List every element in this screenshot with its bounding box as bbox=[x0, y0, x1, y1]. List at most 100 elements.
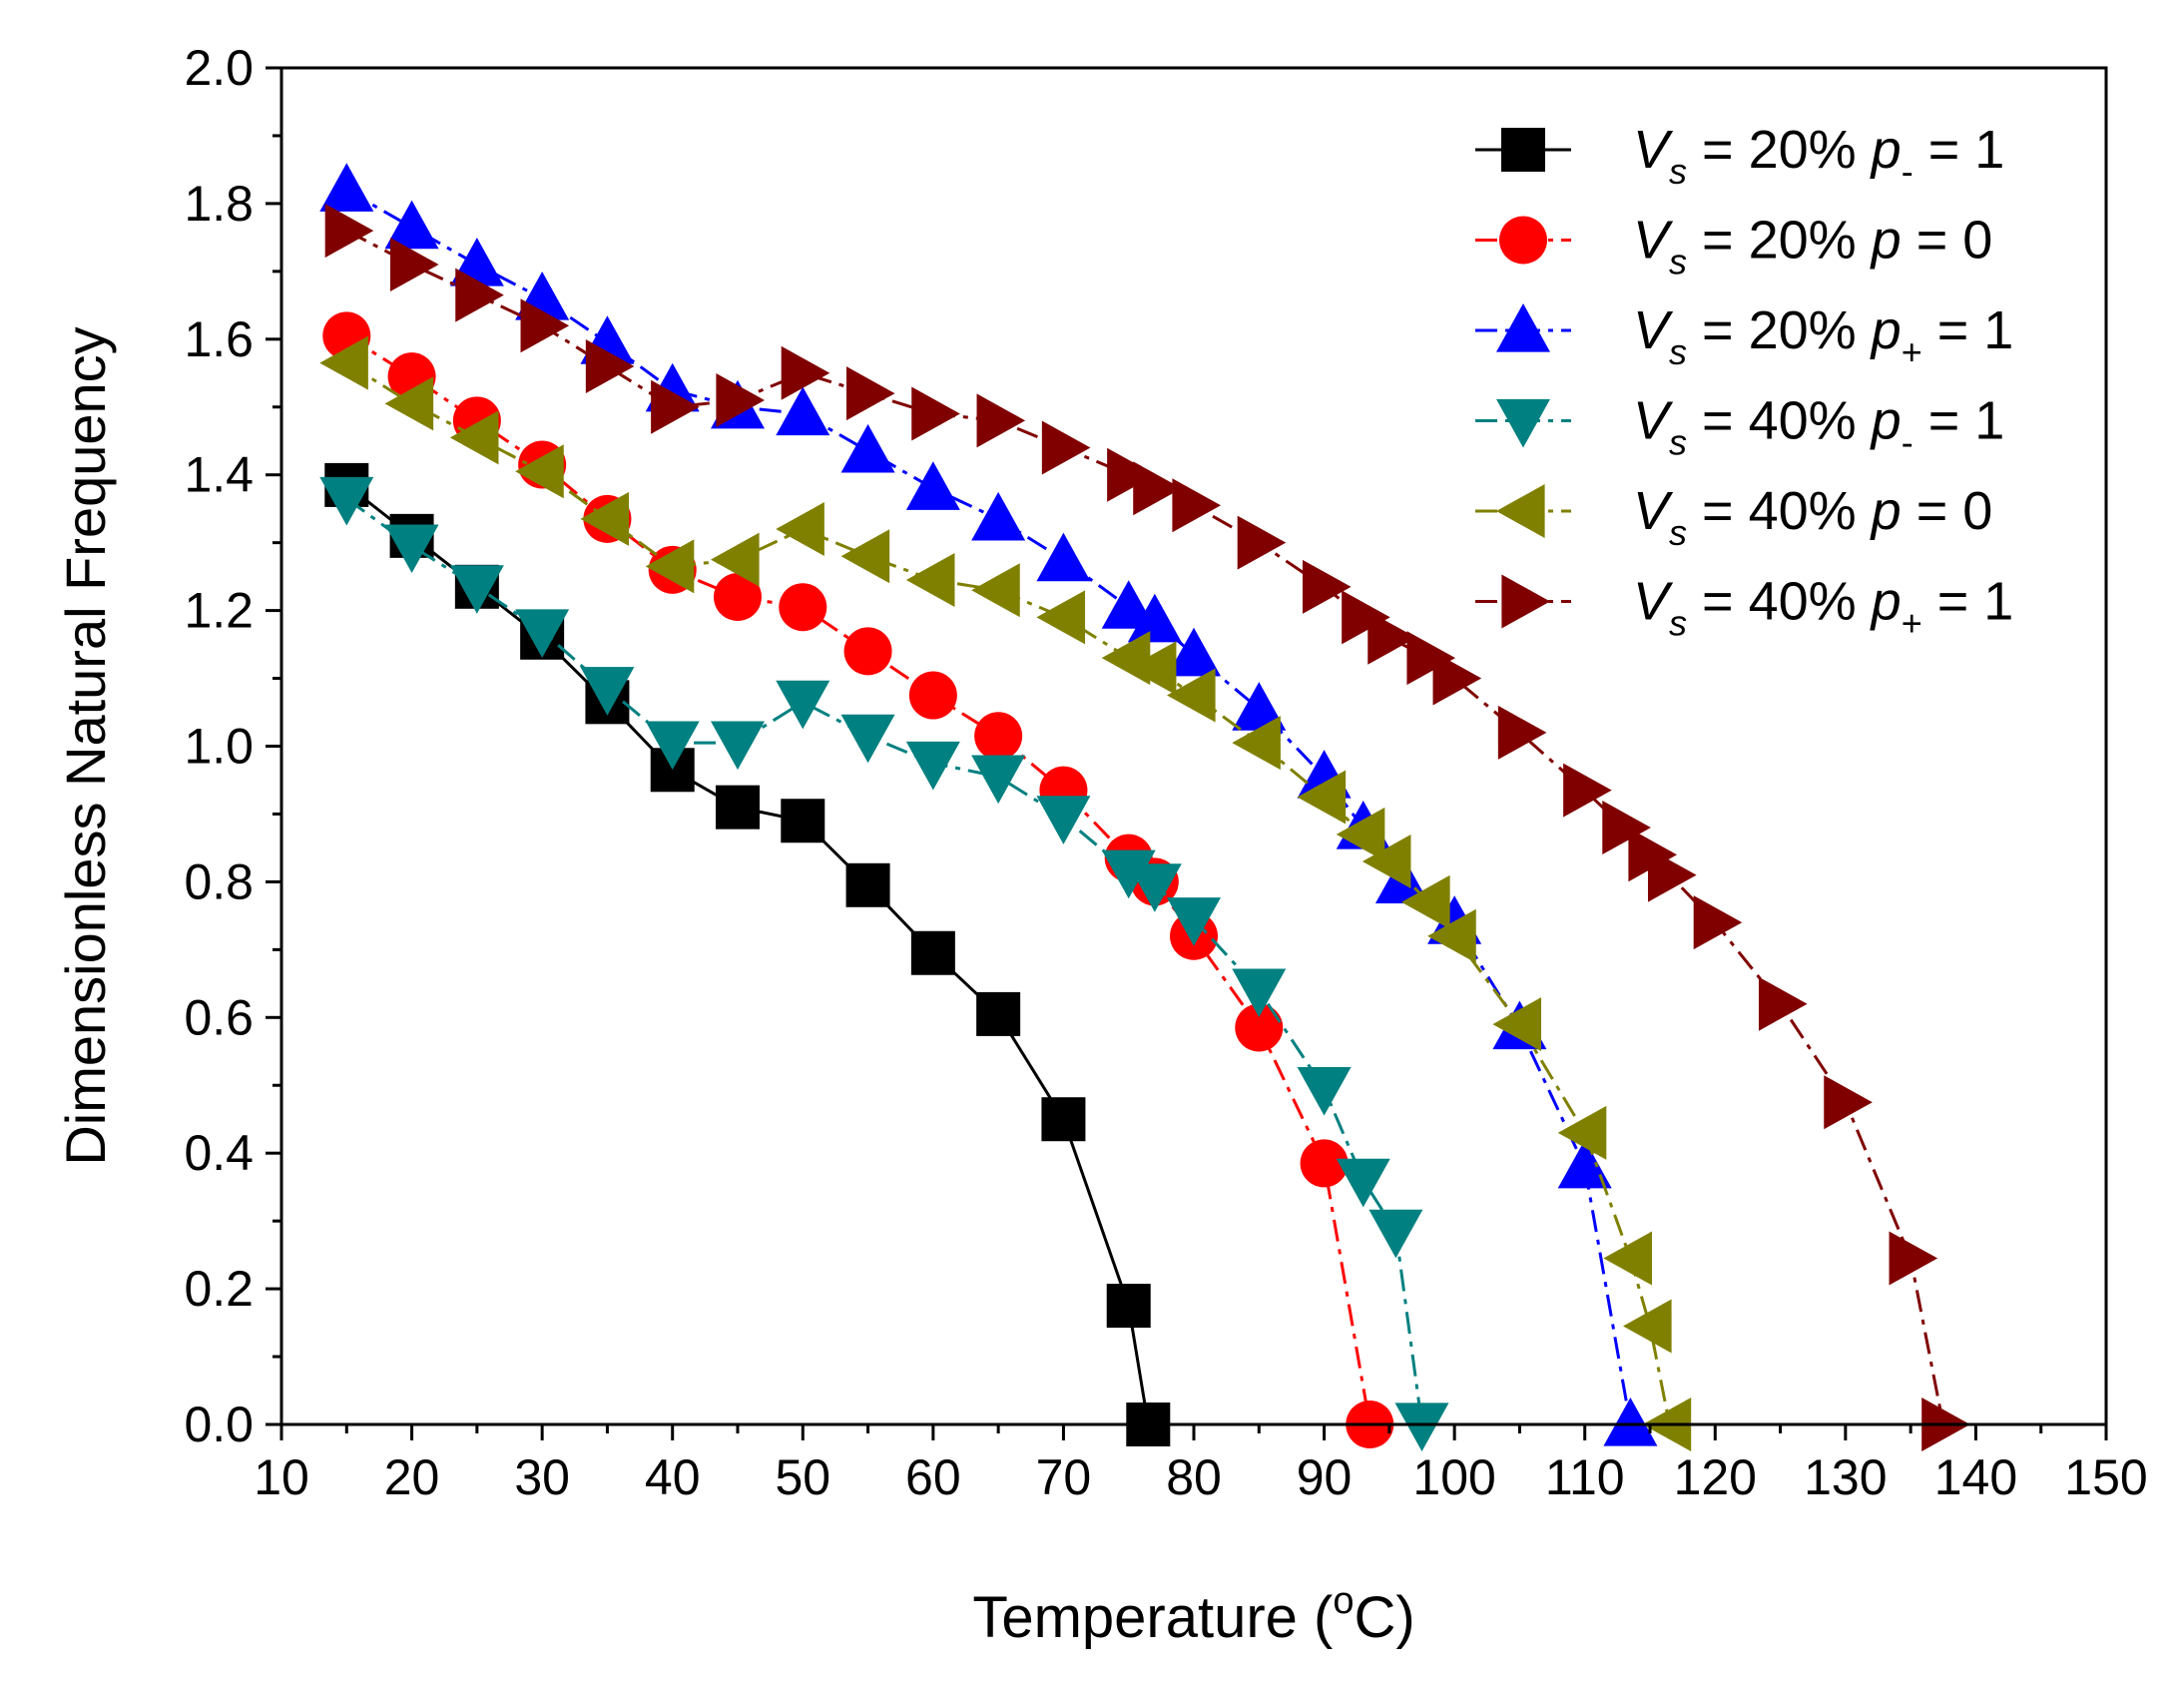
x-tick-label: 120 bbox=[1674, 1449, 1757, 1505]
x-tick-label: 40 bbox=[645, 1449, 701, 1505]
data-point bbox=[580, 667, 635, 716]
data-point bbox=[1167, 668, 1216, 723]
data-point bbox=[580, 491, 630, 546]
data-point bbox=[1167, 627, 1221, 677]
data-point bbox=[1889, 1231, 1938, 1286]
legend-item: Vs = 40% p+ = 1 bbox=[1475, 572, 2013, 644]
data-point bbox=[645, 721, 700, 771]
x-axis-label: Temperature (oC) bbox=[972, 1580, 1414, 1650]
legend-marker bbox=[1496, 484, 1545, 538]
data-point bbox=[1563, 763, 1612, 818]
x-tick-label: 110 bbox=[1545, 1449, 1625, 1505]
data-point bbox=[714, 573, 762, 622]
series-layer bbox=[319, 163, 1970, 1451]
data-point bbox=[585, 338, 635, 393]
legend-item: Vs = 40% p = 0 bbox=[1475, 481, 1992, 553]
data-point bbox=[1336, 1158, 1390, 1208]
data-point bbox=[1497, 705, 1547, 760]
y-tick-label: 0.2 bbox=[184, 1261, 254, 1317]
data-point bbox=[1401, 874, 1450, 929]
legend-marker bbox=[1499, 216, 1547, 265]
data-point bbox=[1101, 631, 1151, 686]
data-point bbox=[976, 393, 1026, 448]
axes-layer: 10 20 30 40 50 60 70 80 90 100 110 120 130 140 150 0.0 0… bbox=[184, 40, 2147, 1505]
y-tick-label: 1.6 bbox=[184, 311, 254, 367]
data-point bbox=[455, 268, 504, 322]
data-point bbox=[384, 376, 434, 431]
data-point bbox=[971, 755, 1026, 805]
data-point bbox=[515, 609, 570, 658]
data-point bbox=[384, 200, 439, 250]
data-point bbox=[911, 386, 960, 441]
data-point bbox=[1432, 651, 1482, 706]
y-tick-label: 0.6 bbox=[184, 989, 254, 1045]
data-point bbox=[1041, 420, 1091, 475]
data-point bbox=[776, 502, 824, 557]
series-line bbox=[345, 188, 1632, 1425]
data-point bbox=[1232, 716, 1281, 771]
data-point bbox=[1367, 610, 1416, 665]
data-point bbox=[515, 444, 564, 499]
x-tick-label: 20 bbox=[384, 1449, 440, 1505]
data-point bbox=[1107, 447, 1156, 502]
y-tick-label: 0.8 bbox=[184, 853, 254, 909]
data-point bbox=[319, 476, 374, 526]
legend-label: Vs = 40% p+ = 1 bbox=[1633, 572, 2013, 644]
data-point bbox=[716, 372, 765, 427]
x-tick-label: 30 bbox=[514, 1449, 570, 1505]
data-point bbox=[1406, 631, 1456, 686]
x-tick-label: 100 bbox=[1412, 1449, 1495, 1505]
legend-marker bbox=[1501, 128, 1545, 172]
data-point bbox=[449, 410, 499, 465]
data-point bbox=[1232, 682, 1287, 731]
data-point bbox=[1336, 807, 1385, 861]
series-2 bbox=[319, 163, 1658, 1446]
data-point bbox=[711, 532, 760, 587]
x-tick-label: 60 bbox=[905, 1449, 961, 1505]
data-point bbox=[1127, 641, 1177, 696]
data-point bbox=[1041, 1097, 1086, 1142]
data-point bbox=[1101, 849, 1156, 899]
data-point bbox=[716, 785, 760, 830]
x-tick-label: 150 bbox=[2064, 1449, 2147, 1505]
data-point bbox=[1693, 895, 1743, 950]
x-tick-label: 130 bbox=[1804, 1449, 1887, 1505]
data-point bbox=[840, 423, 895, 473]
data-point bbox=[1394, 1403, 1449, 1451]
x-tick-label: 140 bbox=[1934, 1449, 2017, 1505]
data-point bbox=[974, 712, 1023, 761]
legend-label: Vs = 40% p = 0 bbox=[1633, 481, 1992, 553]
series-4 bbox=[319, 335, 1692, 1451]
data-point bbox=[1623, 1299, 1672, 1354]
data-point bbox=[384, 524, 439, 574]
data-point bbox=[1036, 532, 1091, 582]
legend-marker bbox=[1501, 574, 1550, 629]
legend-label: Vs = 20% p- = 1 bbox=[1633, 120, 2004, 192]
series-5 bbox=[324, 204, 1970, 1451]
data-point bbox=[1133, 461, 1182, 516]
plot-frame bbox=[279, 66, 2108, 1426]
data-point bbox=[1603, 1398, 1658, 1446]
x-tick-label: 70 bbox=[1036, 1449, 1092, 1505]
y-tick-label: 1.2 bbox=[184, 583, 254, 639]
data-point bbox=[1127, 593, 1182, 643]
data-point bbox=[1235, 1003, 1284, 1052]
data-point bbox=[1492, 997, 1542, 1052]
data-point bbox=[1297, 1067, 1352, 1116]
data-point bbox=[908, 671, 957, 720]
data-point bbox=[711, 721, 765, 771]
data-point bbox=[1362, 835, 1411, 889]
data-point bbox=[1824, 1075, 1873, 1130]
data-point bbox=[651, 379, 700, 434]
series-line bbox=[345, 483, 1150, 1425]
legend-label: Vs = 20% p = 0 bbox=[1633, 211, 1992, 282]
data-point bbox=[776, 680, 830, 730]
y-axis-label: Dimensionless Natural Frequency bbox=[54, 326, 117, 1165]
data-point bbox=[905, 741, 960, 791]
legend-item: Vs = 40% p- = 1 bbox=[1475, 391, 2004, 463]
data-point bbox=[1232, 968, 1287, 1018]
legend-item: Vs = 20% p+ = 1 bbox=[1475, 300, 2013, 372]
y-tick-label: 0.4 bbox=[184, 1125, 254, 1181]
legend-marker bbox=[1496, 398, 1550, 448]
